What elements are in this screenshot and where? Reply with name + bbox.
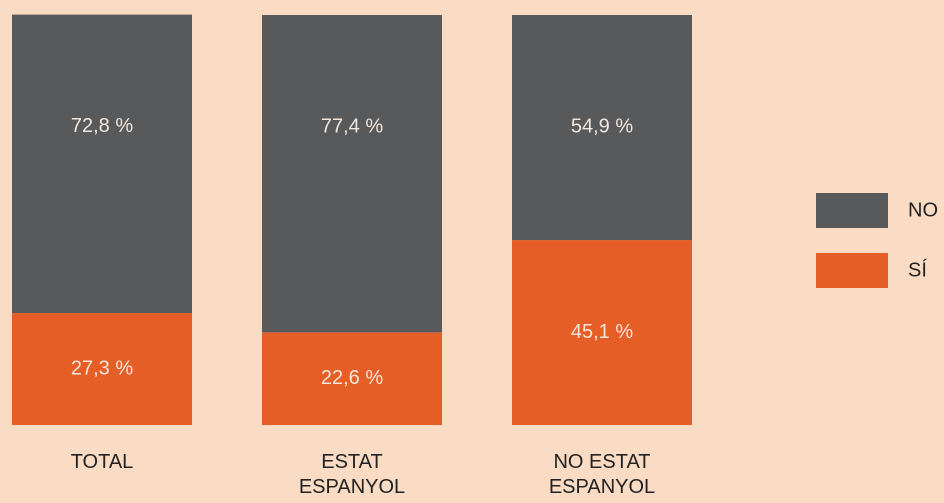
legend-label: NO: [908, 199, 938, 221]
bar-segment: [262, 15, 442, 333]
x-tick-label: NO ESTAT ESPANYOL: [548, 451, 656, 498]
data-label: 77,4 %: [321, 115, 383, 137]
data-label: 22,6 %: [321, 367, 383, 389]
legend-label: SÍ: [908, 258, 927, 281]
bar-segment: [512, 240, 692, 425]
x-tick-label: ESTAT ESPANYOL: [298, 451, 406, 498]
legend-swatch: [816, 253, 888, 288]
data-label: 45,1 %: [571, 321, 633, 343]
data-label: 72,8 %: [71, 115, 133, 137]
bar-segment: [512, 15, 692, 241]
x-tick-label: TOTAL: [70, 451, 134, 473]
bar-segment: [12, 313, 192, 425]
data-label: 54,9 %: [571, 115, 633, 137]
bar-segment: [12, 14, 192, 314]
bar-segment: [262, 332, 442, 425]
legend-swatch: [816, 193, 888, 228]
data-label: 27,3 %: [71, 357, 133, 379]
